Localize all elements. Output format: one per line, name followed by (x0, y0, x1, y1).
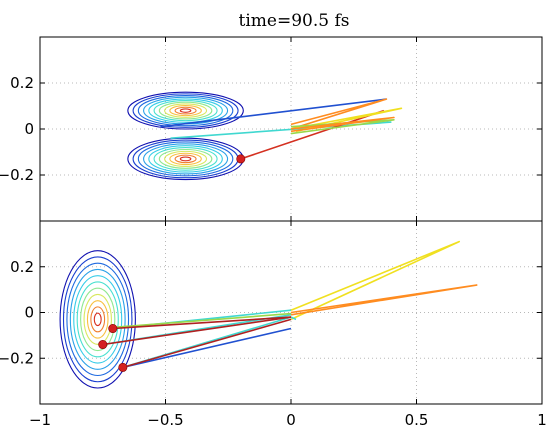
trajectory-marker (236, 154, 246, 164)
series-line (112, 312, 292, 329)
contour-ring (86, 300, 109, 339)
x-tick-label: −1 (29, 411, 51, 429)
contour-ring (153, 100, 218, 122)
series-line (160, 98, 387, 128)
contour-ring (69, 268, 126, 370)
y-tick-label: 0 (24, 120, 34, 138)
contour-ring (93, 312, 102, 327)
y-tick-label: −0.2 (0, 166, 34, 184)
series-line (240, 109, 385, 160)
x-tick-label: 0.5 (405, 411, 429, 429)
contour-ring (66, 262, 130, 377)
x-tick-label: 0 (286, 411, 296, 429)
series-line (290, 284, 478, 316)
contour-ring (137, 141, 234, 177)
y-tick-label: 0.2 (10, 74, 34, 92)
contour-ring (59, 250, 136, 389)
contour-ring (158, 101, 213, 120)
contour-ring (164, 150, 208, 167)
contour-ring (127, 137, 244, 181)
contour-ring (90, 306, 106, 333)
series-line (122, 327, 292, 369)
y-tick-label: 0 (24, 304, 34, 322)
contour-ring (73, 275, 123, 364)
contour-ring (179, 156, 192, 162)
contour-ring (148, 145, 223, 173)
series-line (290, 116, 395, 133)
contour-ring (158, 148, 213, 169)
contour-ring (148, 98, 223, 123)
contour-ring (80, 287, 116, 352)
series-line (112, 316, 292, 330)
contour-ring (137, 94, 234, 127)
upper-panel: −0.2 0 0.2 (0, 36, 543, 222)
series-line (290, 98, 388, 130)
contour-ring (174, 154, 197, 164)
trajectory-marker (98, 340, 108, 350)
contour-ring (164, 103, 208, 118)
y-tick-label: 0.2 (10, 258, 34, 276)
contour-ring (153, 147, 218, 171)
contour-ring (132, 93, 239, 128)
x-tick-label: 1 (537, 411, 547, 429)
contour-ring (174, 106, 197, 115)
contour-ring (127, 91, 244, 130)
series-line (122, 318, 292, 369)
contour-ring (169, 152, 202, 166)
series-line (290, 240, 461, 321)
y-tick-label: −0.2 (0, 349, 34, 367)
x-tick-label: −0.5 (147, 411, 183, 429)
series-line (102, 316, 292, 346)
contour-ring (83, 293, 112, 345)
contour-ring (76, 281, 119, 358)
chart-title: time=90.5 fs (239, 11, 350, 31)
contour-ring (62, 256, 133, 383)
trajectory-marker (108, 324, 118, 334)
contour-ring (179, 108, 192, 113)
trajectory-marker (118, 362, 128, 372)
contour-ring (143, 143, 229, 175)
lower-panel: −0.2 0 0.2 −1 −0.5 0 0.5 1 (0, 220, 547, 429)
contour-ring (169, 105, 202, 117)
